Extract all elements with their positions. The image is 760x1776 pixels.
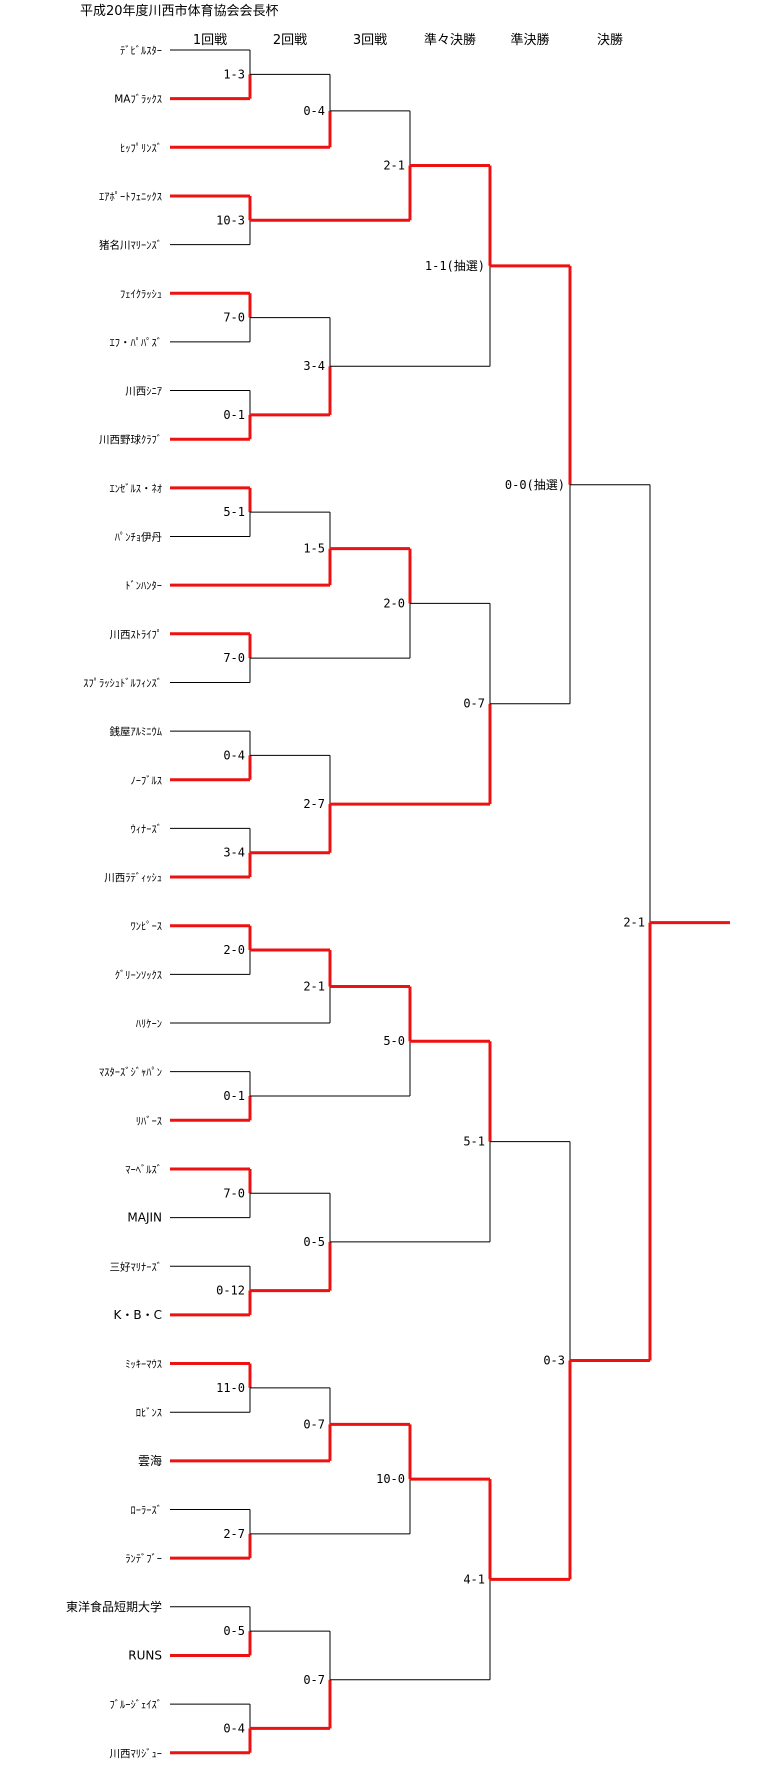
match-score: 2-0 xyxy=(383,596,405,610)
team-name: ｴｱﾎﾟｰﾄﾌｪﾆｯｸｽ xyxy=(99,191,162,203)
team-name: ﾘﾊﾞｰｽ xyxy=(136,1115,162,1127)
bracket-lines xyxy=(170,49,730,1755)
match-score: 3-4 xyxy=(303,359,325,373)
team-name: ﾊﾟﾝﾁｮ伊丹 xyxy=(115,532,162,544)
match-score: 10-0 xyxy=(376,1472,405,1486)
match-score: 2-1 xyxy=(623,916,645,930)
match-score: 10-3 xyxy=(216,213,245,227)
match-score: 0-5 xyxy=(223,1624,245,1638)
team-name: ﾜﾝﾋﾟｰｽ xyxy=(131,921,163,933)
team-name: ﾋｯﾌﾟﾘﾝｽﾞ xyxy=(120,142,162,154)
team-name: ｳｨﾅｰｽﾞ xyxy=(131,823,163,835)
team-name: 雲海 xyxy=(138,1453,162,1468)
team-name: MAﾌﾞﾗｯｸｽ xyxy=(114,94,162,106)
team-name: 川西ﾏﾘｼﾞｭｰ xyxy=(110,1748,163,1760)
team-name: 東洋食品短期大学 xyxy=(66,1599,162,1614)
match-score: 1-3 xyxy=(223,67,245,81)
match-score: 0-7 xyxy=(303,1673,325,1687)
team-name: ﾊﾘｹｰﾝ xyxy=(136,1018,162,1030)
match-score: 2-7 xyxy=(303,797,325,811)
round-header: 決勝 xyxy=(597,33,623,48)
team-name: ｸﾞﾘｰﾝｿｯｸｽ xyxy=(115,969,162,981)
team-name: ﾏｰﾍﾞﾙｽﾞ xyxy=(125,1164,162,1176)
team-name: 川西ｼﾆｱ xyxy=(125,386,162,398)
team-name: ﾌｪｲｸﾗｯｼｭ xyxy=(120,288,162,300)
match-score: 0-0(抽選) xyxy=(505,478,565,492)
match-score: 0-7 xyxy=(463,697,485,711)
match-score: 0-4 xyxy=(223,748,245,762)
team-name: 川西野球ｸﾗﾌﾞ xyxy=(99,433,162,446)
match-score: 2-1 xyxy=(303,980,325,994)
team-name: ｴﾝｾﾞﾙｽ・ﾈｵ xyxy=(110,483,163,495)
team-name: ﾛﾋﾞﾝｽ xyxy=(136,1407,162,1419)
match-score: 0-5 xyxy=(303,1235,325,1249)
match-score: 7-0 xyxy=(223,311,245,325)
match-score: 1-5 xyxy=(303,542,325,556)
match-score: 1-1(抽選) xyxy=(425,259,485,273)
team-name: ﾌﾞﾙｰｼﾞｪｲｽﾞ xyxy=(110,1699,163,1711)
match-score: 0-4 xyxy=(223,1721,245,1735)
page-title: 平成20年度川西市体育協会会長杯 xyxy=(80,3,279,19)
match-score: 2-1 xyxy=(383,159,405,173)
team-name: ﾐｯｷｰﾏｳｽ xyxy=(125,1359,162,1371)
team-name: ｴﾌ・ﾊﾟﾊﾟｽﾞ xyxy=(110,337,163,349)
team-name: ﾃﾞﾋﾞﾙｽﾀｰ xyxy=(120,45,162,57)
team-name: 猪名川ﾏﾘｰﾝｽﾞ xyxy=(99,239,162,252)
match-score: 4-1 xyxy=(463,1572,485,1586)
team-name: ﾛｰﾗｰｽﾞ xyxy=(131,1505,163,1517)
match-score: 7-0 xyxy=(223,1186,245,1200)
team-name: RUNS xyxy=(128,1648,162,1662)
round-header: 準決勝 xyxy=(510,32,549,48)
match-score: 0-1 xyxy=(223,1089,245,1103)
match-score: 3-4 xyxy=(223,846,245,860)
team-name: 三好ﾏﾘﾅｰｽﾞ xyxy=(110,1261,163,1273)
match-score: 2-0 xyxy=(223,943,245,957)
team-name: ﾏｽﾀｰｽﾞｼﾞｬﾊﾟﾝ xyxy=(99,1067,162,1079)
team-name: ｽﾌﾟﾗｯｼｭﾄﾞﾙﾌｨﾝｽﾞ xyxy=(83,677,162,689)
match-score: 2-7 xyxy=(223,1527,245,1541)
team-name: MAJIN xyxy=(127,1211,162,1225)
team-name: 川西ﾗﾃﾞｨｯｼｭ xyxy=(104,872,162,884)
team-name: K・B・C xyxy=(114,1308,162,1322)
team-name: ﾗﾝﾃﾞﾌﾞｰ xyxy=(125,1553,162,1565)
match-score: 0-4 xyxy=(303,104,325,118)
match-score: 0-3 xyxy=(543,1354,565,1368)
team-name: 銭屋ｱﾙﾐﾆｳﾑ xyxy=(110,725,163,738)
match-score: 5-1 xyxy=(223,505,245,519)
match-score: 5-0 xyxy=(383,1034,405,1048)
round-header: 準々決勝 xyxy=(424,32,476,48)
team-name: ﾄﾞﾝﾊﾝﾀｰ xyxy=(125,580,162,592)
round-header: 1回戦 xyxy=(193,33,227,48)
team-list: ﾃﾞﾋﾞﾙｽﾀｰ MAﾌﾞﾗｯｸｽ ﾋｯﾌﾟﾘﾝｽﾞ ｴｱﾎﾟｰﾄﾌｪﾆｯｸｽ 猪名川ﾏ… xyxy=(66,45,162,1760)
match-score: 0-1 xyxy=(223,408,245,422)
team-name: ﾉｰﾌﾞﾙｽ xyxy=(131,775,163,787)
round-header: 2回戦 xyxy=(273,33,307,48)
score-labels: 1-3 5-1 2-0 11-0 0-4 10-3 7-0 0-1 1-5 7-0 0-4 3-4 2-… xyxy=(216,67,645,1735)
round-header: 3回戦 xyxy=(353,33,387,48)
match-score: 5-1 xyxy=(463,1135,485,1149)
match-score: 7-0 xyxy=(223,651,245,665)
team-name: 川西ｽﾄﾗｲﾌﾟ xyxy=(110,629,163,641)
match-score: 11-0 xyxy=(216,1381,245,1395)
match-score: 0-7 xyxy=(303,1417,325,1431)
round-headers: 1回戦 2回戦 3回戦 準々決勝 準決勝 決勝 xyxy=(193,32,623,48)
match-score: 0-12 xyxy=(216,1284,245,1298)
